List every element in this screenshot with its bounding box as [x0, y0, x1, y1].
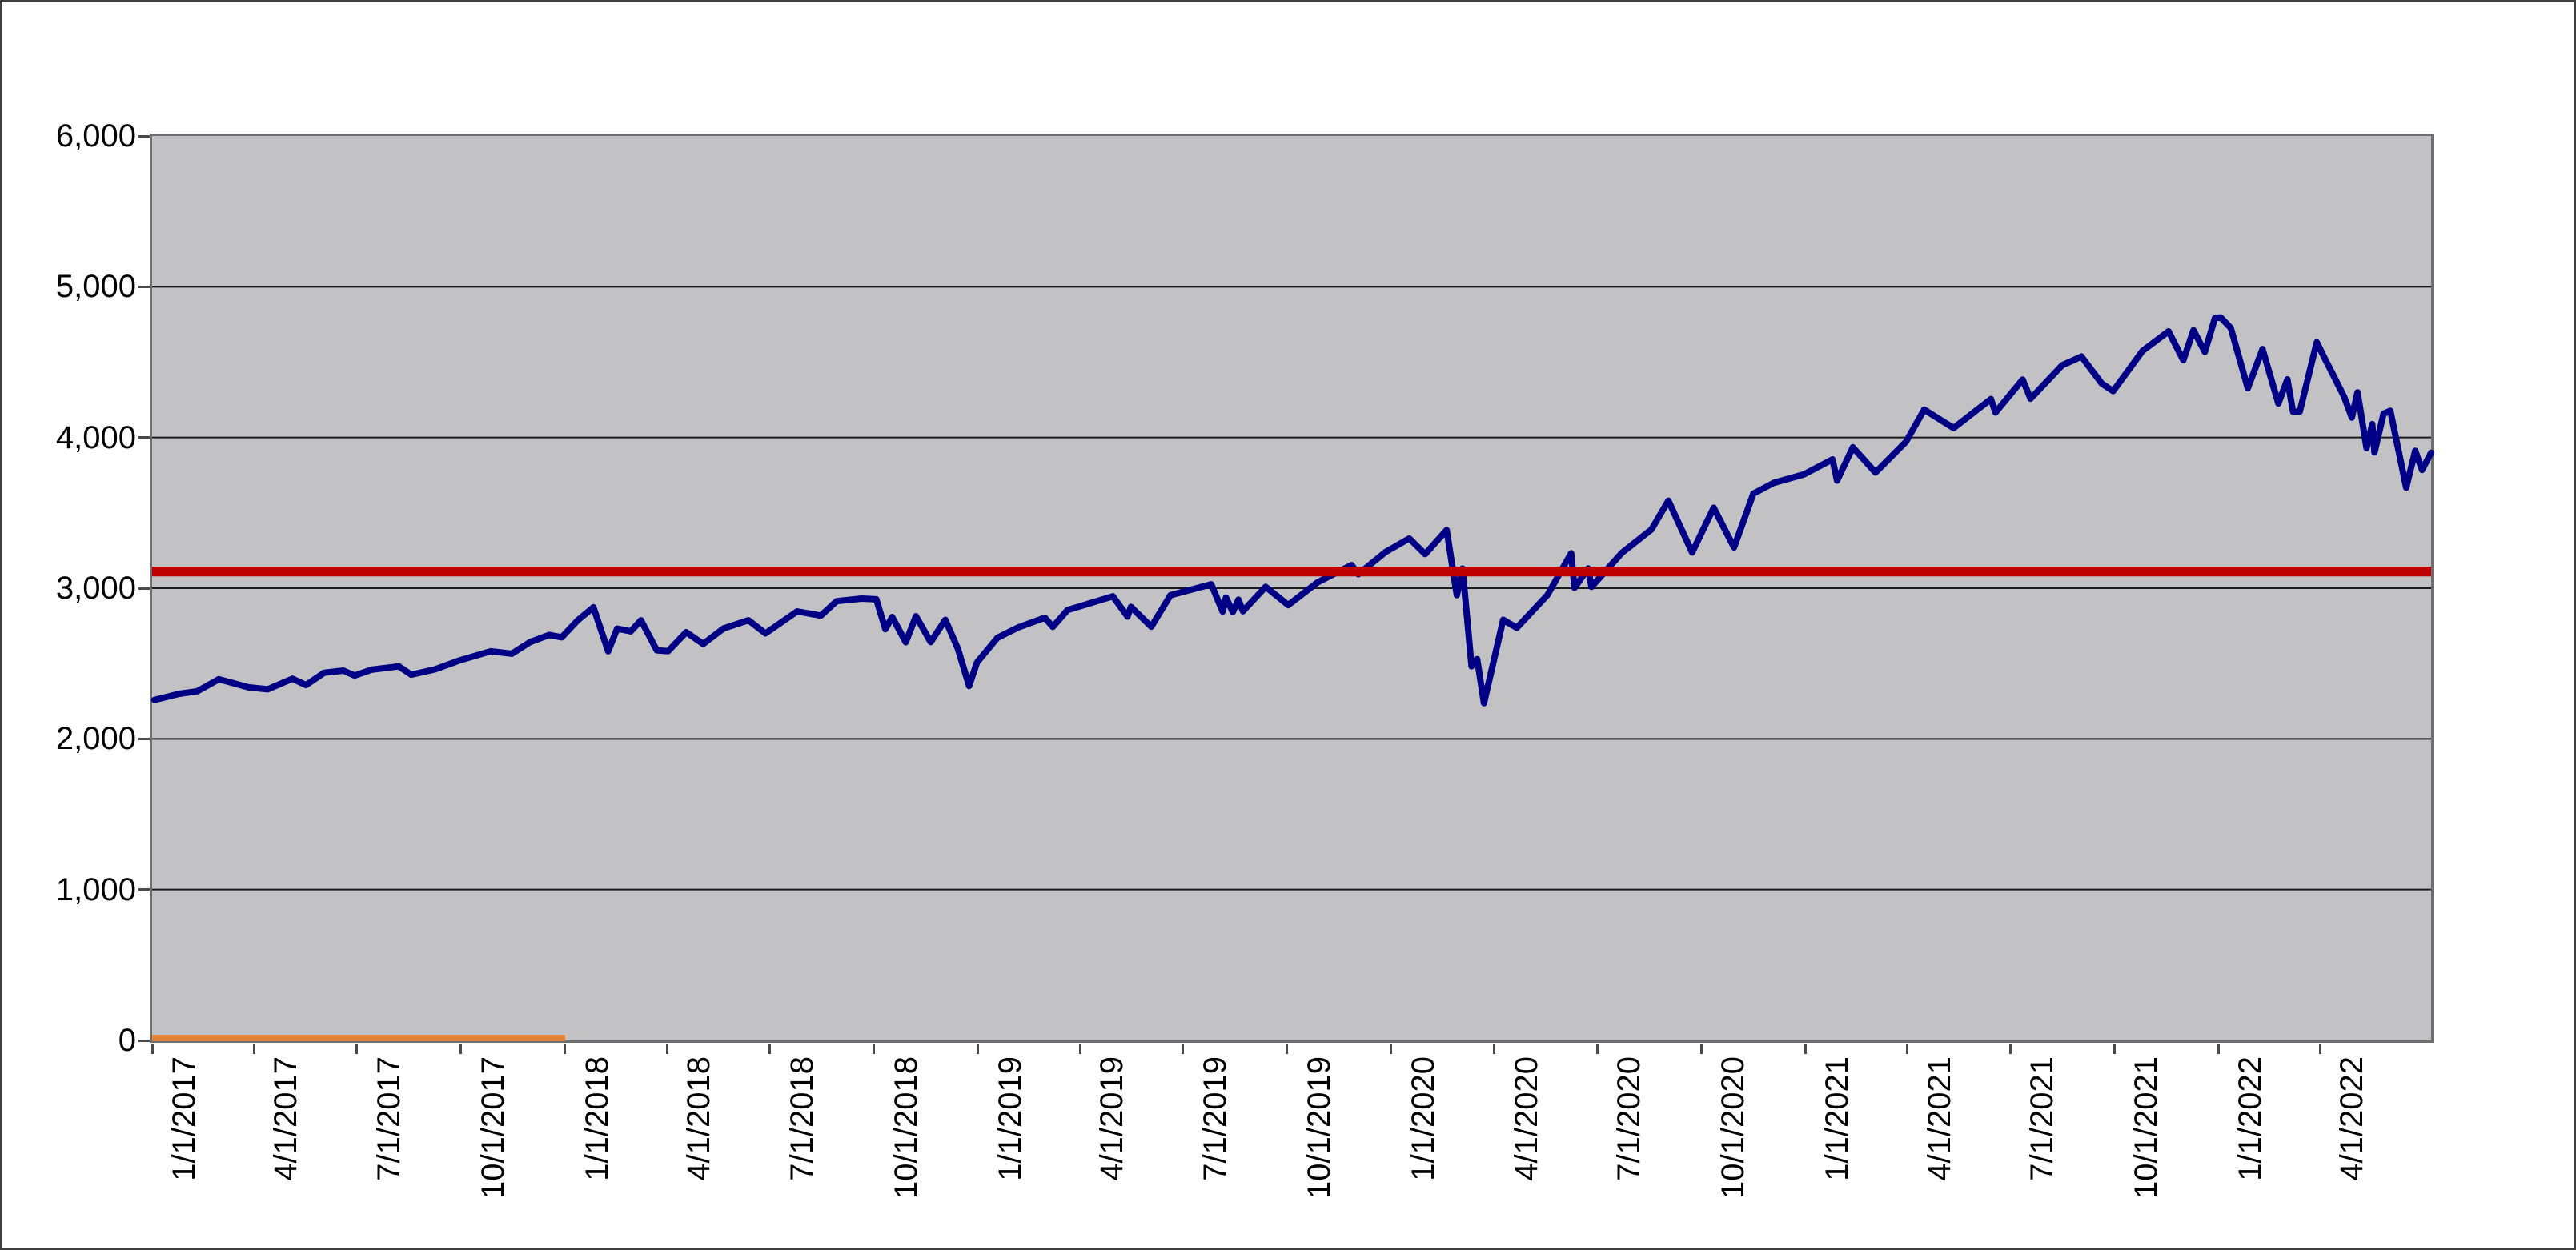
x-tick-mark — [459, 1044, 463, 1054]
plot-area — [150, 134, 2434, 1043]
plot-svg — [150, 286, 2434, 1041]
x-axis-label-7-1-2018: 7/1/2018 — [784, 1056, 820, 1181]
x-tick-mark — [1699, 1044, 1703, 1054]
x-tick-mark — [768, 1044, 772, 1054]
x-tick-mark — [150, 1044, 154, 1054]
y-tick-mark — [138, 134, 150, 138]
x-axis-label-1-1-2019: 1/1/2019 — [992, 1056, 1028, 1181]
x-tick-mark — [1804, 1044, 1807, 1054]
x-tick-mark — [252, 1044, 255, 1054]
x-axis-label-1-1-2020: 1/1/2020 — [1405, 1056, 1441, 1181]
x-axis-label-10-1-2019: 10/1/2019 — [1301, 1056, 1337, 1199]
x-tick-mark — [1493, 1044, 1496, 1054]
y-axis-label-1000: 1,000 — [55, 871, 136, 907]
y-axis-label-0: 0 — [118, 1023, 136, 1058]
y-axis-label-4000: 4,000 — [55, 419, 136, 455]
x-axis-label-7-1-2019: 7/1/2019 — [1197, 1056, 1233, 1181]
x-tick-mark — [2113, 1044, 2116, 1054]
y-axis-label-2000: 2,000 — [55, 721, 136, 757]
x-tick-mark — [355, 1044, 359, 1054]
x-axis-label-4-1-2021: 4/1/2021 — [1921, 1056, 1957, 1181]
x-tick-mark — [2217, 1044, 2220, 1054]
y-axis-label-5000: 5,000 — [55, 269, 136, 305]
x-axis-label-4-1-2017: 4/1/2017 — [268, 1056, 304, 1181]
x-axis-label-4-1-2020: 4/1/2020 — [1508, 1056, 1544, 1181]
x-axis-label-1-1-2022: 1/1/2022 — [2233, 1056, 2269, 1181]
x-axis-label-4-1-2022: 4/1/2022 — [2334, 1056, 2370, 1181]
y-tick-mark — [138, 587, 150, 590]
x-axis-label-1-1-2018: 1/1/2018 — [579, 1056, 615, 1181]
x-axis-label-10-1-2021: 10/1/2021 — [2129, 1056, 2165, 1199]
x-tick-mark — [1906, 1044, 1908, 1054]
x-tick-mark — [1182, 1044, 1185, 1054]
y-tick-mark — [138, 436, 150, 439]
y-tick-mark — [138, 888, 150, 891]
x-axis-label-1-1-2021: 1/1/2021 — [1820, 1056, 1856, 1181]
x-axis-label-10-1-2017: 10/1/2017 — [475, 1056, 511, 1199]
index-daily-close — [150, 314, 2434, 707]
x-tick-mark — [873, 1044, 876, 1054]
y-tick-mark — [138, 1039, 150, 1042]
x-tick-mark — [564, 1044, 567, 1054]
y-tick-mark — [138, 285, 150, 288]
x-axis-label-7-1-2021: 7/1/2021 — [2024, 1056, 2060, 1181]
x-axis-label-10-1-2020: 10/1/2020 — [1715, 1056, 1751, 1199]
x-tick-mark — [2008, 1044, 2012, 1054]
x-axis-label-7-1-2017: 7/1/2017 — [371, 1056, 407, 1181]
y-axis-label-3000: 3,000 — [55, 571, 136, 606]
y-axis-label-6000: 6,000 — [55, 118, 136, 154]
y-tick-mark — [138, 737, 150, 740]
x-axis-label-10-1-2018: 10/1/2018 — [888, 1056, 924, 1199]
x-axis-label-7-1-2020: 7/1/2020 — [1611, 1056, 1647, 1181]
x-axis-label-4-1-2019: 4/1/2019 — [1094, 1056, 1130, 1181]
x-axis-label-1-1-2017: 1/1/2017 — [167, 1056, 202, 1181]
x-tick-mark — [2318, 1044, 2321, 1054]
x-tick-mark — [1286, 1044, 1289, 1054]
x-tick-mark — [665, 1044, 668, 1054]
x-tick-mark — [1390, 1044, 1393, 1054]
x-tick-mark — [977, 1044, 980, 1054]
x-axis-label-4-1-2018: 4/1/2018 — [681, 1056, 717, 1181]
x-tick-mark — [1595, 1044, 1599, 1054]
x-tick-mark — [1078, 1044, 1081, 1054]
